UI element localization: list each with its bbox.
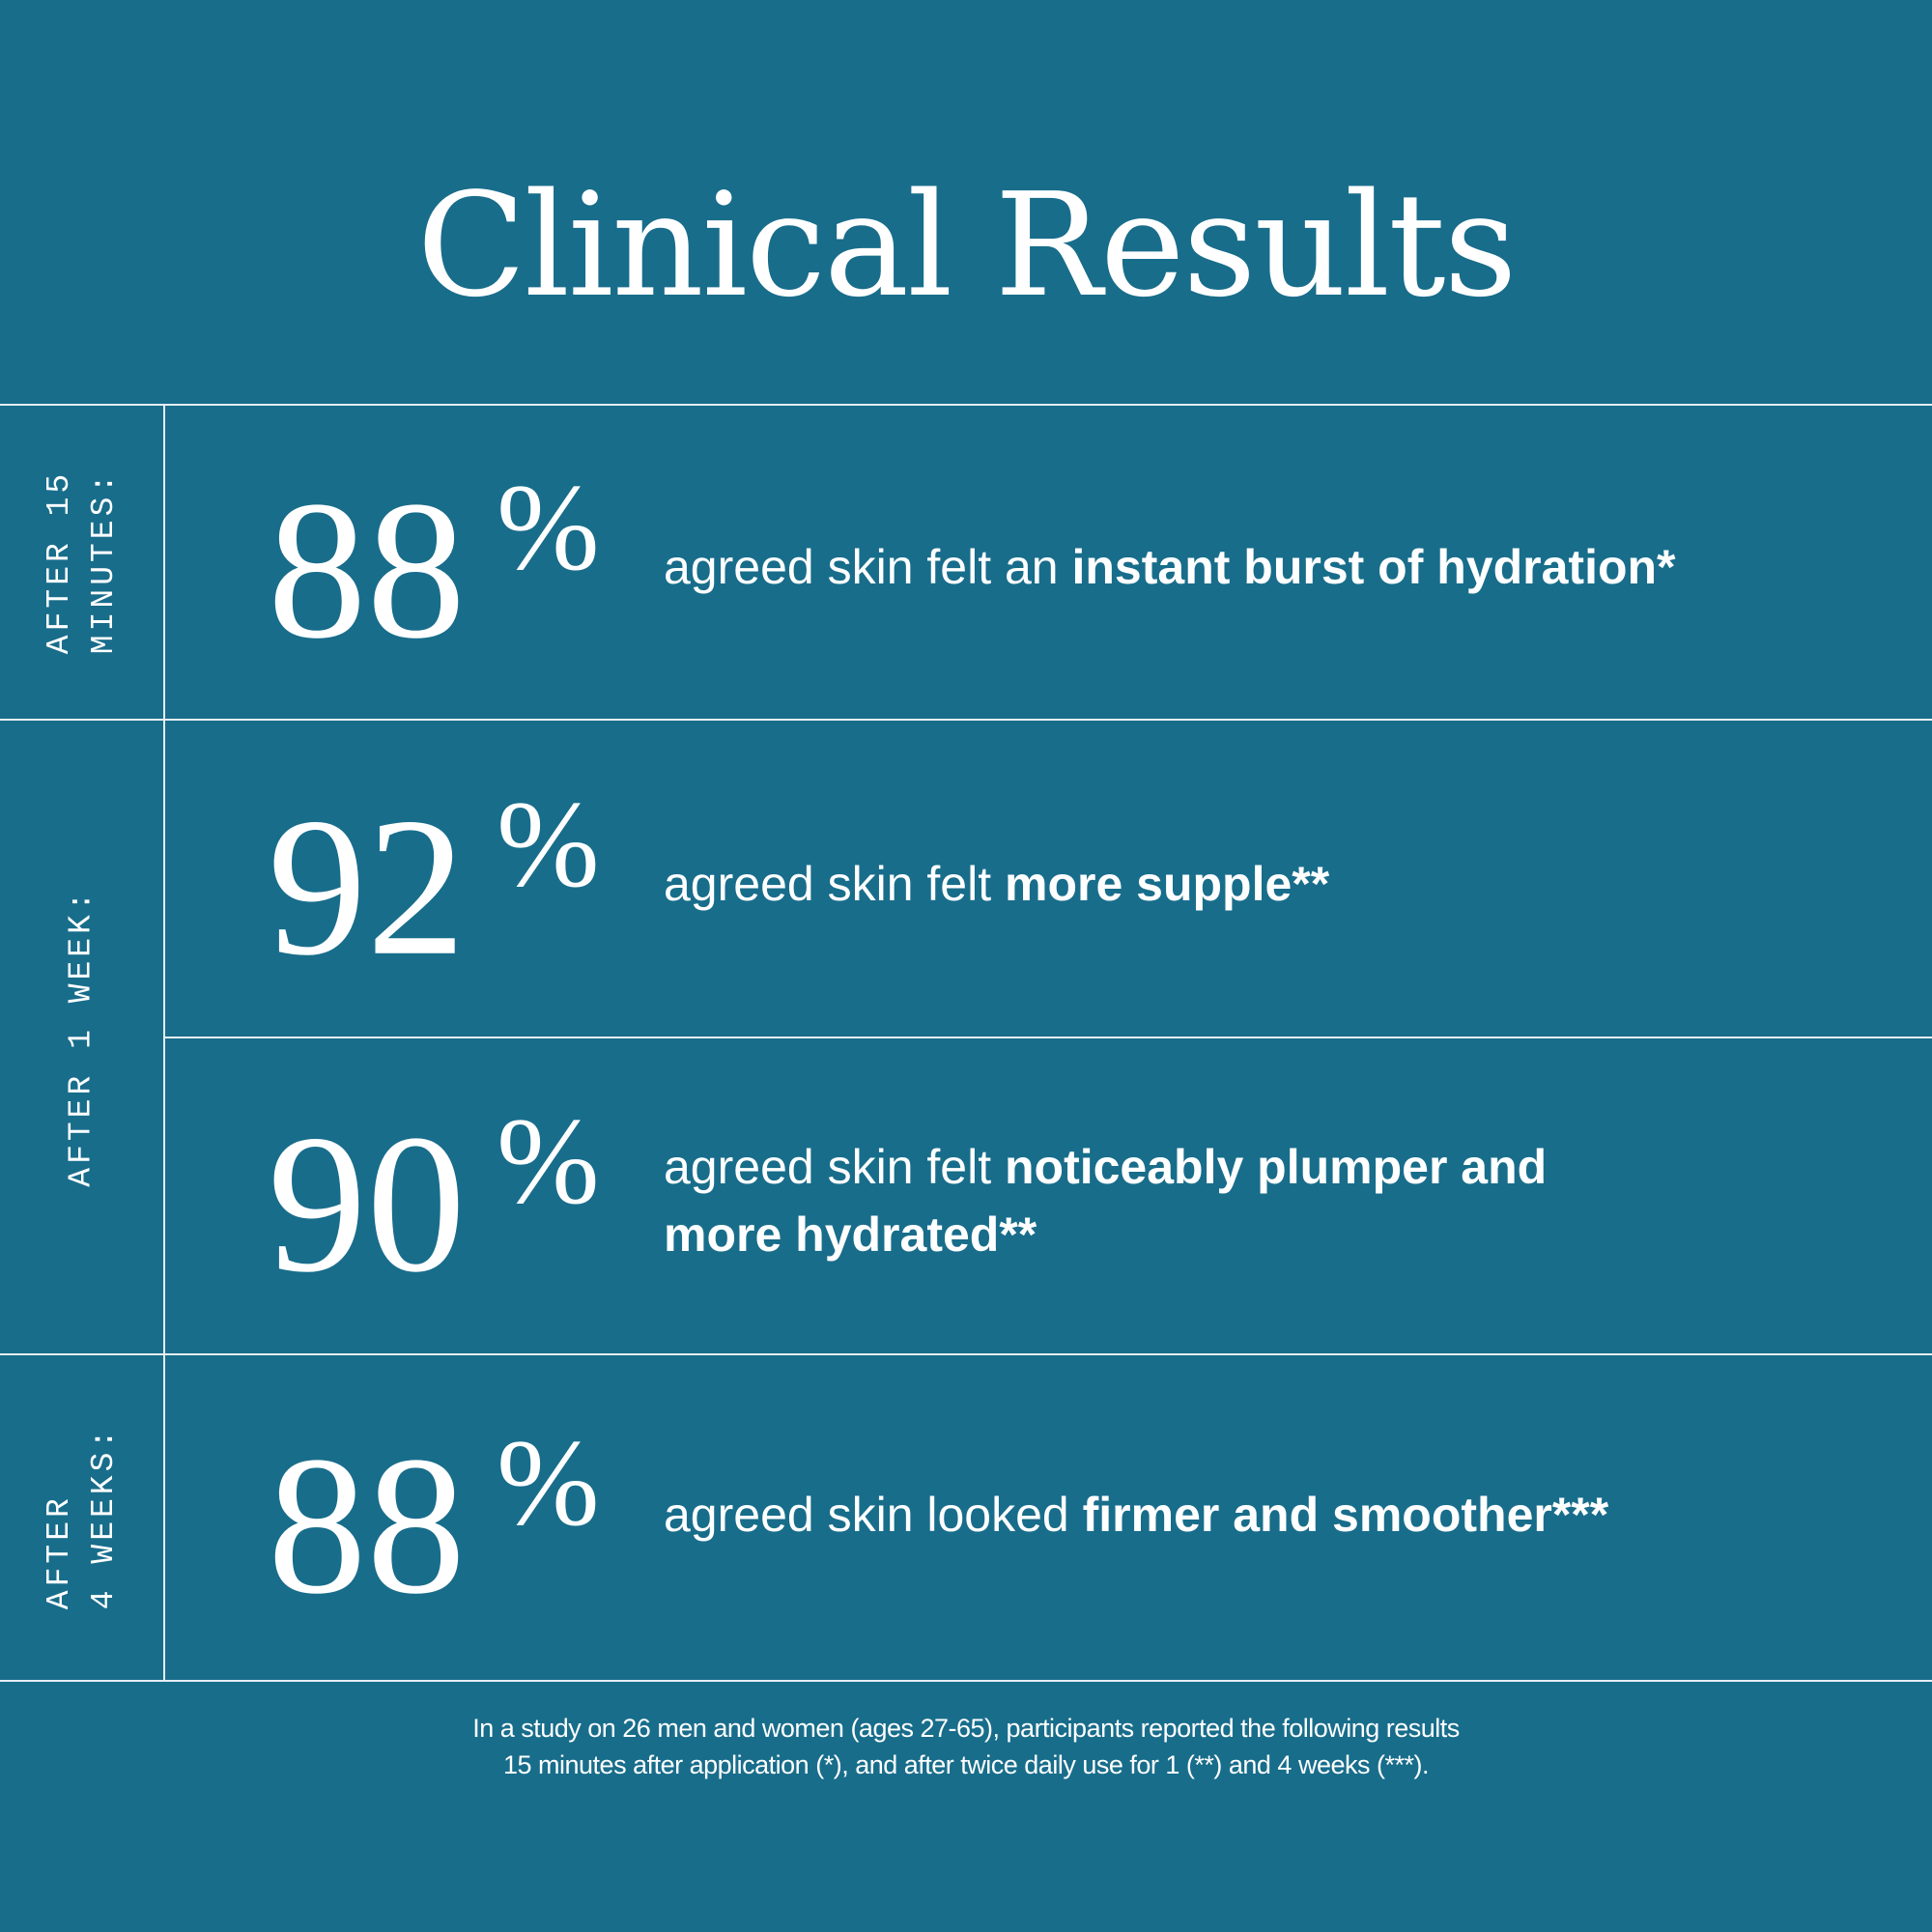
divider [0,1353,1932,1355]
column-divider [163,404,165,1682]
stat-value: 88% [166,406,611,719]
result-row: 90% agreed skin felt noticeably plumper … [166,1038,1932,1353]
stat-description: agreed skin felt noticeably plumper and … [664,1140,1548,1262]
stat-description: agreed skin looked firmer and smoother**… [664,1488,1609,1542]
period-label-1-week: AFTER 1 WEEK: [0,721,164,1353]
divider [0,719,1932,721]
period-text: AFTER 15 MINUTES: [42,469,122,655]
footnote-line: 15 minutes after application (*), and af… [503,1750,1429,1779]
stat-description: agreed skin felt more supple** [664,857,1330,911]
divider [164,1037,1932,1038]
result-row: 88% agreed skin felt an instant burst of… [166,406,1932,719]
stat-description: agreed skin felt an instant burst of hyd… [664,540,1676,594]
result-row: 92% agreed skin felt more supple** [166,721,1932,1037]
stat-number: 90 [268,1094,466,1314]
percent-sign: % [497,775,600,913]
percent-sign: % [497,1414,600,1552]
stat-value: 92% [166,721,611,1037]
divider [0,1680,1932,1682]
page-title: Clinical Results [416,162,1517,328]
percent-sign: % [497,459,600,597]
result-row: 88% agreed skin looked firmer and smooth… [166,1355,1932,1680]
stat-value: 90% [166,1038,611,1353]
stat-number: 88 [268,1415,466,1635]
percent-sign: % [497,1093,600,1231]
divider [0,404,1932,406]
stat-value: 88% [166,1355,611,1680]
period-text: AFTER 1 WEEK: [64,887,100,1187]
stat-number: 88 [268,460,466,680]
period-text: AFTER 4 WEEKS: [42,1425,122,1610]
period-label-4-weeks: AFTER 4 WEEKS: [0,1355,164,1680]
stat-number: 92 [268,777,466,997]
footnote-line: In a study on 26 men and women (ages 27-… [472,1714,1460,1743]
footnote: In a study on 26 men and women (ages 27-… [0,1710,1932,1783]
period-label-15-minutes: AFTER 15 MINUTES: [0,406,164,719]
